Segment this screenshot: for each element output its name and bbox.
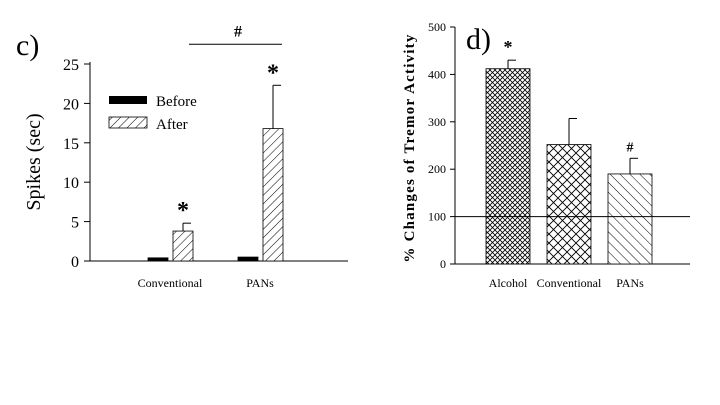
bar-after-pans: [262, 128, 284, 262]
bar-conventional: [546, 144, 592, 265]
legend-swatch-before: [109, 96, 147, 104]
y-tick-label-c: 10: [63, 175, 79, 192]
y-tick-label-d: 400: [428, 67, 446, 81]
chart-panel-c: c) Spikes (sec) 0 5 10 15 20 25 Conventional P…: [16, 23, 348, 290]
y-tick-label-c: 15: [63, 136, 79, 153]
y-axis-label-c: Spikes (sec): [23, 113, 45, 210]
x-tick-label-c: Conventional: [138, 276, 203, 290]
legend-label-before: Before: [156, 94, 197, 110]
y-tick-label-c: 0: [71, 254, 79, 271]
legend-c: Before After: [108, 94, 197, 133]
significance-mark-d: #: [627, 140, 634, 155]
significance-star-c: *: [267, 60, 279, 86]
y-tick-label-c: 25: [63, 57, 79, 74]
y-tick-label-d: 100: [428, 210, 446, 224]
x-tick-label-d: Alcohol: [489, 276, 528, 290]
panel-label-d: d): [466, 23, 491, 56]
y-tick-label-d: 300: [428, 115, 446, 129]
x-tick-label-c: PANs: [246, 276, 274, 290]
y-tick-label-c: 5: [71, 215, 79, 232]
comparison-hash-c: #: [234, 23, 242, 40]
x-tick-label-d: Conventional: [537, 276, 602, 290]
y-tick-label-c: 20: [63, 96, 79, 113]
bar-pans: [607, 173, 653, 265]
y-tick-label-d: 200: [428, 162, 446, 176]
x-tick-label-d: PANs: [616, 276, 644, 290]
significance-mark-d: *: [504, 37, 513, 57]
significance-star-c: *: [177, 198, 189, 224]
bar-after-conventional: [172, 230, 194, 262]
bar-before-pans: [237, 256, 259, 262]
panel-label-c: c): [16, 29, 39, 62]
y-tick-label-d: 0: [440, 257, 446, 271]
chart-panel-d: d) % Changes of Tremor Activity 0 100 200 3…: [402, 20, 690, 290]
y-tick-label-d: 500: [428, 20, 446, 34]
y-axis-label-d: % Changes of Tremor Activity: [402, 33, 418, 262]
bar-alcohol: [485, 68, 531, 265]
legend-label-after: After: [156, 117, 188, 133]
bar-before-conventional: [147, 257, 169, 262]
legend-swatch-after: [108, 116, 148, 129]
